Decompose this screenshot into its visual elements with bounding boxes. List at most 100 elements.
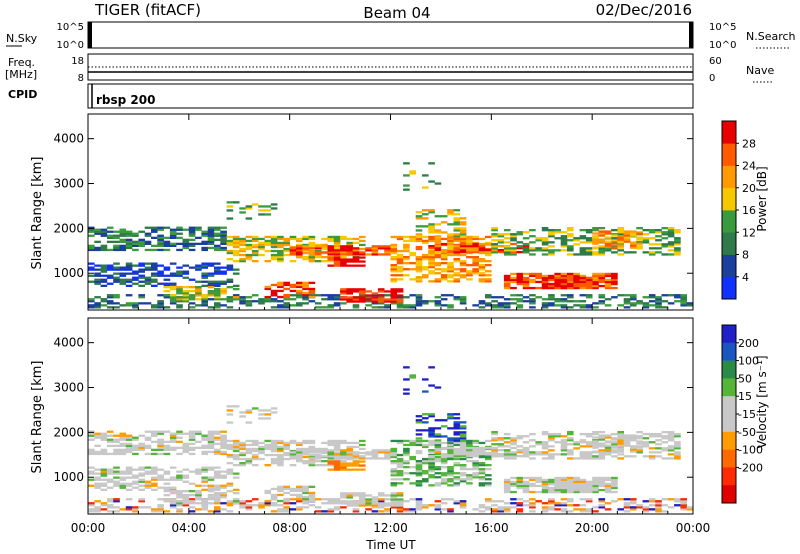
vel-cell bbox=[283, 453, 290, 457]
vel-cell bbox=[321, 455, 328, 458]
vel-cell bbox=[459, 421, 467, 424]
vel-cell bbox=[396, 464, 404, 467]
vel-cell bbox=[359, 443, 366, 447]
power-cell bbox=[403, 256, 410, 259]
vel-cell bbox=[151, 468, 158, 471]
vel-cell bbox=[422, 457, 429, 461]
vel-cell bbox=[119, 484, 127, 487]
power-cell bbox=[214, 272, 221, 275]
vel-cell bbox=[497, 449, 505, 452]
power-cell bbox=[592, 282, 599, 286]
power-cell bbox=[119, 272, 127, 275]
vel-cell bbox=[396, 502, 404, 505]
power-cell bbox=[541, 239, 549, 242]
vel-cell bbox=[459, 453, 467, 456]
vel-cell bbox=[359, 468, 366, 471]
vel-cell bbox=[163, 482, 171, 485]
vel-cell bbox=[327, 453, 335, 456]
power-cell bbox=[466, 249, 473, 252]
vel-cell bbox=[207, 446, 215, 449]
power-cell bbox=[579, 241, 587, 244]
vel-cell bbox=[220, 436, 227, 439]
vel-cell bbox=[270, 453, 278, 457]
vel-cell bbox=[459, 446, 467, 450]
vel-cell bbox=[264, 409, 272, 412]
vel-cell bbox=[327, 439, 335, 443]
vel-cell bbox=[207, 510, 215, 513]
vel-cell bbox=[503, 445, 511, 448]
vel-cell bbox=[88, 502, 95, 505]
vel-cell bbox=[516, 480, 524, 484]
power-cell bbox=[277, 306, 284, 309]
power-cell bbox=[239, 249, 246, 253]
power-cell bbox=[207, 286, 215, 289]
vel-cell bbox=[428, 470, 435, 473]
vel-cell bbox=[434, 455, 442, 459]
vel-cell bbox=[176, 430, 183, 433]
vel-cell bbox=[214, 486, 221, 489]
power-cell bbox=[88, 298, 95, 301]
vel-cell bbox=[201, 498, 208, 501]
vel-cell bbox=[157, 442, 164, 445]
vel-cell bbox=[497, 453, 505, 456]
vel-cell bbox=[560, 502, 568, 505]
vel-cell bbox=[327, 443, 335, 447]
vel-cell bbox=[232, 453, 240, 457]
power-cell bbox=[144, 266, 152, 269]
power-cell bbox=[604, 272, 612, 276]
power-cell bbox=[623, 238, 631, 241]
vel-cell bbox=[277, 449, 284, 453]
vel-cell bbox=[592, 450, 599, 453]
vel-cell bbox=[459, 435, 467, 438]
power-cell bbox=[270, 289, 278, 293]
vel-cell bbox=[333, 464, 341, 467]
vel-cell bbox=[125, 448, 133, 451]
vel-cell bbox=[440, 472, 448, 475]
power-cell bbox=[497, 241, 505, 244]
power-cell bbox=[327, 294, 335, 297]
vel-cell bbox=[623, 434, 631, 437]
vel-cell bbox=[151, 508, 158, 511]
vel-cell bbox=[176, 490, 183, 493]
power-cell bbox=[478, 268, 486, 271]
vel-cell bbox=[529, 451, 536, 454]
vel-cell bbox=[636, 440, 643, 443]
power-cell bbox=[333, 243, 341, 247]
vel-cell bbox=[169, 446, 177, 449]
vel-cell bbox=[138, 480, 145, 483]
vel-cell bbox=[611, 500, 618, 503]
power-cell bbox=[346, 237, 353, 241]
vel-cell bbox=[617, 433, 624, 436]
vel-cell bbox=[245, 421, 253, 424]
power-cell bbox=[415, 215, 423, 218]
vel-cell bbox=[176, 470, 183, 473]
vel-cell bbox=[585, 484, 593, 488]
vel-cell bbox=[283, 487, 290, 491]
power-cell bbox=[491, 227, 498, 230]
colorbar-tick-label: 4 bbox=[742, 271, 749, 284]
power-cell bbox=[352, 256, 360, 259]
vel-cell bbox=[516, 445, 524, 448]
power-cell bbox=[270, 237, 278, 241]
vel-cell bbox=[428, 466, 435, 469]
vel-cell bbox=[478, 484, 486, 487]
vel-cell bbox=[548, 508, 555, 511]
power-cell bbox=[630, 234, 637, 237]
vel-cell bbox=[554, 488, 561, 492]
power-cell bbox=[94, 280, 101, 283]
power-cell bbox=[157, 240, 164, 243]
vel-cell bbox=[648, 447, 656, 450]
power-cell bbox=[377, 300, 385, 303]
power-cell bbox=[466, 235, 473, 239]
power-cell bbox=[434, 243, 442, 247]
power-cell bbox=[176, 286, 183, 289]
power-cell bbox=[88, 266, 95, 269]
vel-cell bbox=[598, 457, 606, 460]
power-cell bbox=[415, 260, 423, 263]
power-cell bbox=[327, 249, 335, 252]
vel-cell bbox=[648, 455, 656, 458]
vel-cell bbox=[132, 486, 139, 489]
vel-cell bbox=[277, 455, 284, 459]
vel-cell bbox=[522, 504, 530, 507]
vel-cell bbox=[365, 457, 372, 460]
